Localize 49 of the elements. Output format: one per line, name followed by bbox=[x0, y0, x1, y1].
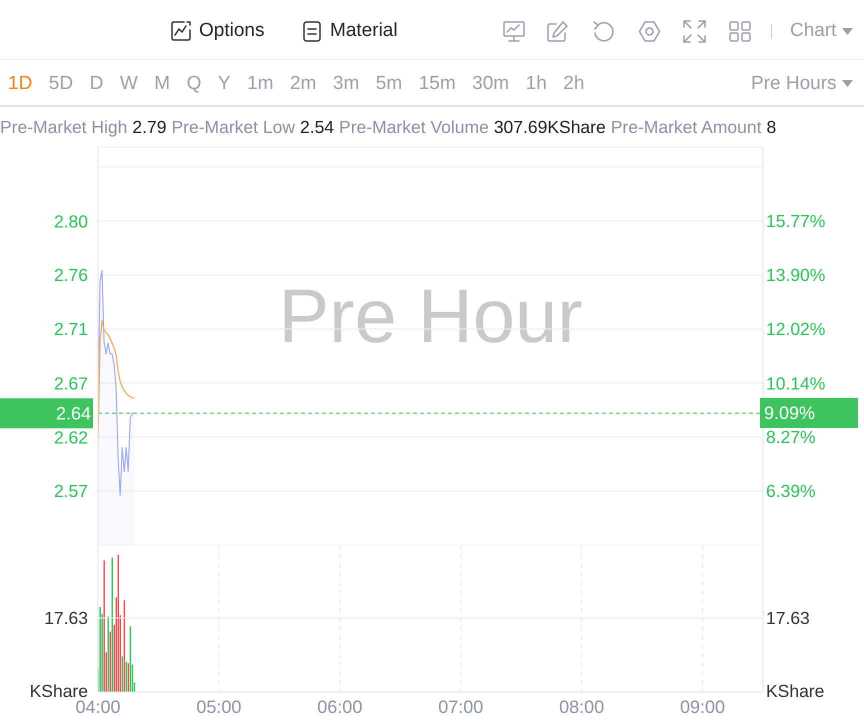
y2-tick-label: 6.39% bbox=[766, 481, 816, 502]
text: D bbox=[90, 72, 104, 95]
text: 3m bbox=[332, 72, 360, 95]
text: M bbox=[154, 72, 170, 95]
x-tick-label: 07:00 bbox=[438, 696, 484, 717]
x-tick-label: 05:00 bbox=[196, 696, 242, 717]
text: Q bbox=[186, 72, 202, 95]
y2-axis-title: KShare bbox=[766, 680, 824, 702]
ref-line-label: 2.64 bbox=[56, 404, 91, 424]
text: Pre-Market Low bbox=[171, 116, 295, 138]
text: Material bbox=[330, 19, 398, 42]
text: 30m bbox=[472, 72, 510, 95]
y2-tick-label: 8.27% bbox=[766, 427, 816, 448]
text: Options bbox=[199, 19, 264, 42]
text: 1D bbox=[8, 72, 32, 95]
y2-tick-label: 12.02% bbox=[766, 319, 826, 340]
text: 307.69KShare bbox=[494, 116, 606, 138]
x-tick-label: 08:00 bbox=[559, 696, 604, 717]
text: 2.54 bbox=[300, 116, 334, 138]
text: 2m bbox=[290, 72, 316, 95]
x-tick-label: 06:00 bbox=[317, 696, 362, 717]
text: Pre-Market Volume bbox=[339, 116, 489, 138]
text: Y bbox=[218, 72, 231, 95]
y2-tick-label: 10.14% bbox=[766, 373, 826, 394]
text: 15m bbox=[418, 72, 456, 95]
y2-tick-label: 13.90% bbox=[766, 265, 826, 286]
y-tick-label: 2.71 bbox=[54, 319, 88, 340]
y-tick-label: 2.76 bbox=[54, 265, 88, 286]
y-tick-label: 2.57 bbox=[54, 481, 88, 502]
y2-tick-label: 15.77% bbox=[766, 211, 826, 232]
text: 5m bbox=[376, 72, 402, 95]
text: 17.63 bbox=[44, 607, 88, 630]
text: Pre-Market Amount bbox=[610, 116, 762, 138]
text: 2h bbox=[563, 72, 584, 95]
text: Chart bbox=[790, 19, 836, 42]
annotation: 9.09% bbox=[764, 402, 816, 424]
text: 1h bbox=[526, 72, 547, 95]
text: 5D bbox=[48, 72, 74, 95]
text: Pre-Market High bbox=[0, 116, 128, 138]
text: W bbox=[120, 72, 138, 95]
y-tick-label: 2.62 bbox=[54, 427, 88, 448]
text: 1m bbox=[247, 72, 274, 95]
text: 8 bbox=[766, 116, 776, 138]
text: 2.79 bbox=[132, 116, 166, 138]
text: 17.63 bbox=[766, 607, 810, 630]
y-tick-label: 2.67 bbox=[54, 373, 88, 394]
x-tick-label: 09:00 bbox=[680, 696, 726, 717]
text: Pre Hours bbox=[751, 72, 837, 95]
y-tick-label: 2.80 bbox=[54, 211, 88, 232]
